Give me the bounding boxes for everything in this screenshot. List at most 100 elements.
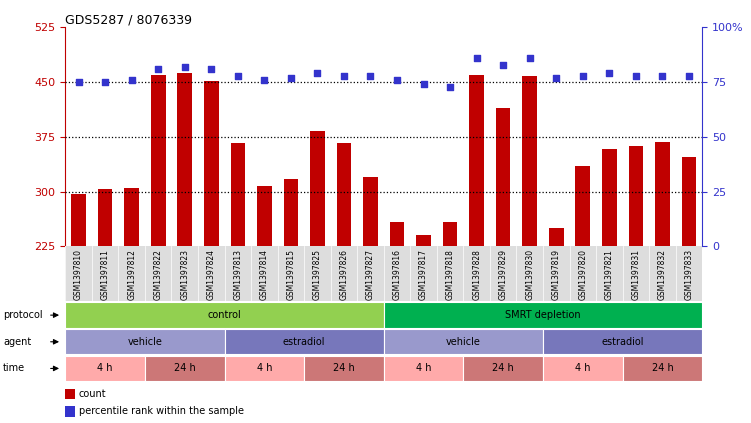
Bar — [65, 329, 225, 354]
Text: percentile rank within the sample: percentile rank within the sample — [79, 407, 244, 416]
Bar — [284, 179, 298, 246]
Text: 4 h: 4 h — [575, 363, 590, 374]
Text: GSM1397827: GSM1397827 — [366, 249, 375, 300]
Bar — [543, 356, 623, 381]
Text: GSM1397824: GSM1397824 — [207, 249, 216, 300]
Point — [444, 83, 456, 90]
Bar — [623, 356, 702, 381]
Bar — [304, 356, 384, 381]
Text: agent: agent — [3, 337, 32, 347]
Text: GSM1397821: GSM1397821 — [605, 249, 614, 300]
Bar — [443, 222, 457, 246]
Text: 24 h: 24 h — [333, 363, 354, 374]
Text: GSM1397823: GSM1397823 — [180, 249, 189, 300]
Bar — [310, 131, 324, 246]
Point — [232, 72, 244, 79]
Point — [523, 55, 535, 61]
Text: 4 h: 4 h — [98, 363, 113, 374]
Bar — [151, 75, 165, 246]
Bar — [225, 329, 384, 354]
Point — [391, 77, 403, 83]
Bar — [463, 356, 543, 381]
Bar — [65, 246, 702, 301]
Bar — [71, 194, 86, 246]
Text: GSM1397825: GSM1397825 — [313, 249, 322, 300]
Point — [497, 61, 509, 68]
Point — [683, 72, 695, 79]
Text: GSM1397813: GSM1397813 — [234, 249, 243, 300]
Point — [630, 72, 642, 79]
Text: GSM1397817: GSM1397817 — [419, 249, 428, 300]
Point — [312, 70, 324, 77]
Text: GSM1397816: GSM1397816 — [393, 249, 402, 300]
Text: control: control — [208, 310, 241, 320]
Point — [471, 55, 483, 61]
Point — [603, 70, 615, 77]
Bar — [543, 329, 702, 354]
Text: GSM1397832: GSM1397832 — [658, 249, 667, 300]
Bar — [384, 302, 702, 328]
Text: GSM1397831: GSM1397831 — [632, 249, 641, 300]
Text: count: count — [79, 389, 107, 399]
Bar — [65, 356, 145, 381]
Point — [99, 79, 111, 85]
Text: 24 h: 24 h — [493, 363, 514, 374]
Text: GSM1397818: GSM1397818 — [445, 249, 454, 300]
Point — [656, 72, 668, 79]
Point — [550, 74, 562, 81]
Point — [179, 63, 191, 70]
Bar — [125, 188, 139, 246]
Point — [152, 66, 164, 72]
Text: 4 h: 4 h — [257, 363, 272, 374]
Text: GSM1397811: GSM1397811 — [101, 249, 110, 300]
Bar — [225, 356, 304, 381]
Bar — [65, 389, 75, 399]
Text: GSM1397814: GSM1397814 — [260, 249, 269, 300]
Bar — [655, 142, 670, 246]
Text: GSM1397810: GSM1397810 — [74, 249, 83, 300]
Bar — [390, 222, 404, 246]
Bar — [416, 235, 431, 246]
Bar — [384, 329, 543, 354]
Point — [73, 79, 85, 85]
Point — [338, 72, 350, 79]
Text: GSM1397822: GSM1397822 — [154, 249, 163, 300]
Bar — [145, 356, 225, 381]
Text: time: time — [3, 363, 26, 374]
Point — [258, 77, 270, 83]
Bar — [469, 75, 484, 246]
Text: vehicle: vehicle — [128, 337, 162, 347]
Bar — [363, 177, 378, 246]
Text: SMRT depletion: SMRT depletion — [505, 310, 581, 320]
Text: protocol: protocol — [3, 310, 43, 320]
Point — [418, 81, 430, 88]
Text: 24 h: 24 h — [174, 363, 195, 374]
Bar — [231, 143, 245, 246]
Bar — [549, 228, 563, 246]
Bar — [65, 302, 384, 328]
Text: GSM1397829: GSM1397829 — [499, 249, 508, 300]
Bar — [629, 146, 643, 246]
Text: GSM1397830: GSM1397830 — [525, 249, 534, 300]
Text: GSM1397820: GSM1397820 — [578, 249, 587, 300]
Text: vehicle: vehicle — [446, 337, 481, 347]
Text: GSM1397812: GSM1397812 — [127, 249, 136, 300]
Text: GSM1397819: GSM1397819 — [552, 249, 561, 300]
Point — [364, 72, 376, 79]
Text: GSM1397826: GSM1397826 — [339, 249, 348, 300]
Point — [577, 72, 589, 79]
Point — [125, 77, 137, 83]
Text: estradiol: estradiol — [283, 337, 325, 347]
Bar — [204, 81, 219, 246]
Bar — [336, 143, 351, 246]
Bar — [177, 73, 192, 246]
Bar — [575, 166, 590, 246]
Bar — [602, 149, 617, 246]
Text: GDS5287 / 8076339: GDS5287 / 8076339 — [65, 14, 192, 26]
Text: estradiol: estradiol — [602, 337, 644, 347]
Bar — [523, 76, 537, 246]
Text: GSM1397833: GSM1397833 — [684, 249, 693, 300]
Bar — [257, 187, 272, 246]
Bar — [496, 108, 511, 246]
Text: GSM1397815: GSM1397815 — [286, 249, 295, 300]
